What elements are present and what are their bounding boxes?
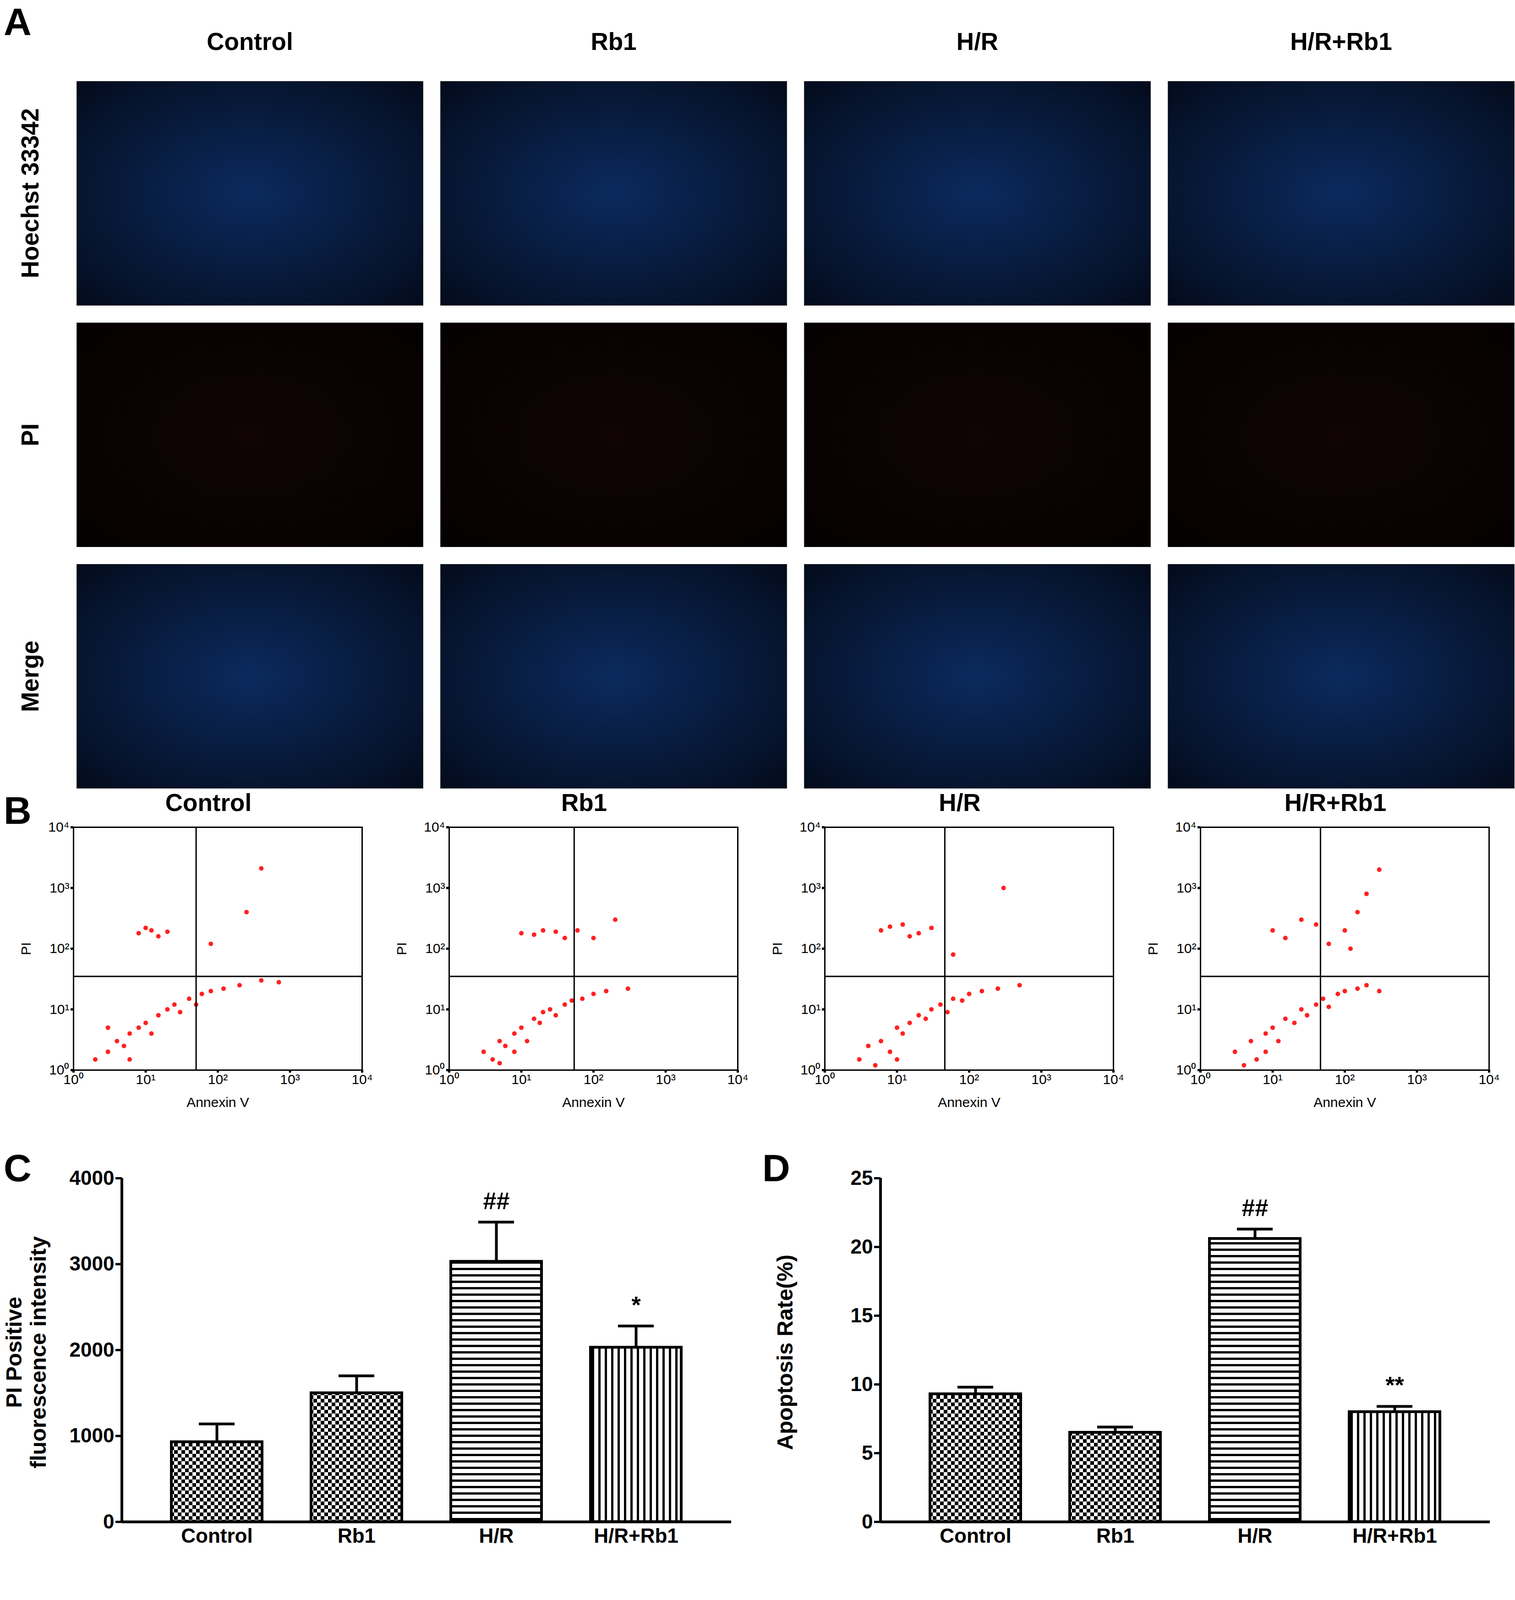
svg-text:5: 5 [861, 1441, 873, 1464]
svg-text:Control: Control [939, 1524, 1012, 1547]
svg-text:H/R+Rb1: H/R+Rb1 [593, 1524, 679, 1547]
svg-text:Annexin V: Annexin V [1313, 1094, 1377, 1110]
svg-text:15: 15 [850, 1303, 874, 1327]
svg-text:H/R: H/R [479, 1524, 515, 1547]
html-text:H/R: H/R [956, 27, 999, 55]
svg-text:10⁰: 10⁰ [424, 1061, 446, 1078]
svg-text:PI: PI [18, 941, 34, 955]
svg-text:10⁴: 10⁴ [351, 1071, 373, 1087]
svg-text:3000: 3000 [69, 1252, 115, 1275]
svg-text:10⁰: 10⁰ [1190, 1071, 1211, 1087]
svg-text:2000: 2000 [69, 1338, 115, 1361]
svg-text:Rb1: Rb1 [337, 1524, 376, 1547]
svg-text:10³: 10³ [1406, 1071, 1427, 1087]
html-text:Hoechst 33342: Hoechst 33342 [16, 108, 44, 279]
svg-text:##: ## [1241, 1194, 1269, 1221]
svg-text:10²: 10² [800, 940, 821, 956]
html-text:Control: Control [206, 27, 294, 55]
svg-text:10¹: 10¹ [886, 1071, 907, 1087]
svg-text:10⁴: 10⁴ [799, 819, 821, 835]
svg-text:10²: 10² [1334, 1071, 1355, 1087]
html-text:A: A [3, 0, 32, 44]
svg-text:Annexin V: Annexin V [186, 1094, 250, 1110]
svg-text:10³: 10³ [425, 880, 445, 896]
svg-text:##: ## [483, 1187, 510, 1215]
svg-text:10²: 10² [425, 940, 445, 956]
html-text:C: C [3, 1146, 32, 1190]
svg-text:10³: 10³ [655, 1071, 676, 1087]
svg-text:10²: 10² [583, 1071, 604, 1087]
svg-text:10⁴: 10⁴ [1102, 1071, 1124, 1087]
html-text:PI Positive fluorescence inten: PI Positive fluorescence intensity [1, 1235, 51, 1468]
svg-text:0: 0 [103, 1509, 115, 1533]
svg-text:10¹: 10¹ [49, 1001, 70, 1017]
svg-text:10³: 10³ [1031, 1071, 1051, 1087]
svg-text:10¹: 10¹ [135, 1071, 156, 1087]
html-text:Rb1: Rb1 [590, 27, 637, 55]
svg-text:Control: Control [180, 1524, 253, 1547]
svg-text:10²: 10² [49, 940, 70, 956]
svg-text:10³: 10³ [1176, 880, 1197, 896]
svg-text:H/R+Rb1: H/R+Rb1 [1352, 1524, 1438, 1547]
svg-text:10¹: 10¹ [800, 1001, 821, 1017]
svg-text:PI: PI [769, 941, 785, 955]
svg-text:10⁴: 10⁴ [727, 1071, 749, 1087]
svg-text:10¹: 10¹ [1176, 1001, 1197, 1017]
svg-text:*: * [631, 1291, 641, 1319]
svg-text:Annexin V: Annexin V [562, 1094, 625, 1110]
svg-text:10³: 10³ [49, 880, 70, 896]
svg-text:**: ** [1385, 1371, 1405, 1399]
svg-text:10⁴: 10⁴ [423, 819, 445, 835]
html-text:Control: Control [165, 788, 252, 816]
svg-text:H/R: H/R [1237, 1524, 1273, 1547]
svg-text:10⁴: 10⁴ [1175, 819, 1197, 835]
html-text:Rb1: Rb1 [561, 788, 608, 816]
svg-text:Rb1: Rb1 [1096, 1524, 1135, 1547]
svg-text:10⁰: 10⁰ [814, 1071, 835, 1087]
svg-text:1000: 1000 [69, 1423, 115, 1447]
svg-text:10: 10 [850, 1372, 874, 1395]
svg-text:10¹: 10¹ [1262, 1071, 1283, 1087]
svg-text:10⁰: 10⁰ [1176, 1061, 1197, 1078]
svg-text:4000: 4000 [69, 1166, 115, 1189]
html-text:H/R+Rb1: H/R+Rb1 [1290, 27, 1393, 55]
html-text:Apoptosis Rate(%): Apoptosis Rate(%) [772, 1254, 797, 1450]
svg-text:10²: 10² [959, 1071, 980, 1087]
html-text:D: D [762, 1146, 791, 1190]
svg-text:10⁴: 10⁴ [1478, 1071, 1500, 1087]
html-text:Merge: Merge [16, 640, 44, 712]
svg-text:10³: 10³ [279, 1071, 300, 1087]
svg-text:PI: PI [393, 941, 410, 955]
svg-text:0: 0 [861, 1509, 873, 1533]
svg-text:10⁰: 10⁰ [63, 1071, 84, 1087]
svg-text:Annexin V: Annexin V [937, 1094, 1001, 1110]
svg-text:PI: PI [1145, 941, 1161, 955]
html-text:B: B [3, 788, 32, 832]
svg-text:10⁰: 10⁰ [49, 1061, 70, 1078]
html-text:H/R: H/R [938, 788, 981, 816]
svg-text:20: 20 [850, 1235, 874, 1258]
svg-text:10²: 10² [1176, 940, 1197, 956]
svg-text:10²: 10² [207, 1071, 228, 1087]
svg-text:10⁴: 10⁴ [48, 819, 70, 835]
svg-text:10⁰: 10⁰ [800, 1061, 821, 1078]
html-text:PI: PI [16, 423, 44, 447]
html-text:H/R+Rb1: H/R+Rb1 [1284, 788, 1387, 816]
svg-text:10¹: 10¹ [511, 1071, 531, 1087]
svg-text:10³: 10³ [800, 880, 821, 896]
svg-text:25: 25 [850, 1166, 874, 1189]
svg-text:10⁰: 10⁰ [438, 1071, 460, 1087]
svg-text:10¹: 10¹ [425, 1001, 445, 1017]
